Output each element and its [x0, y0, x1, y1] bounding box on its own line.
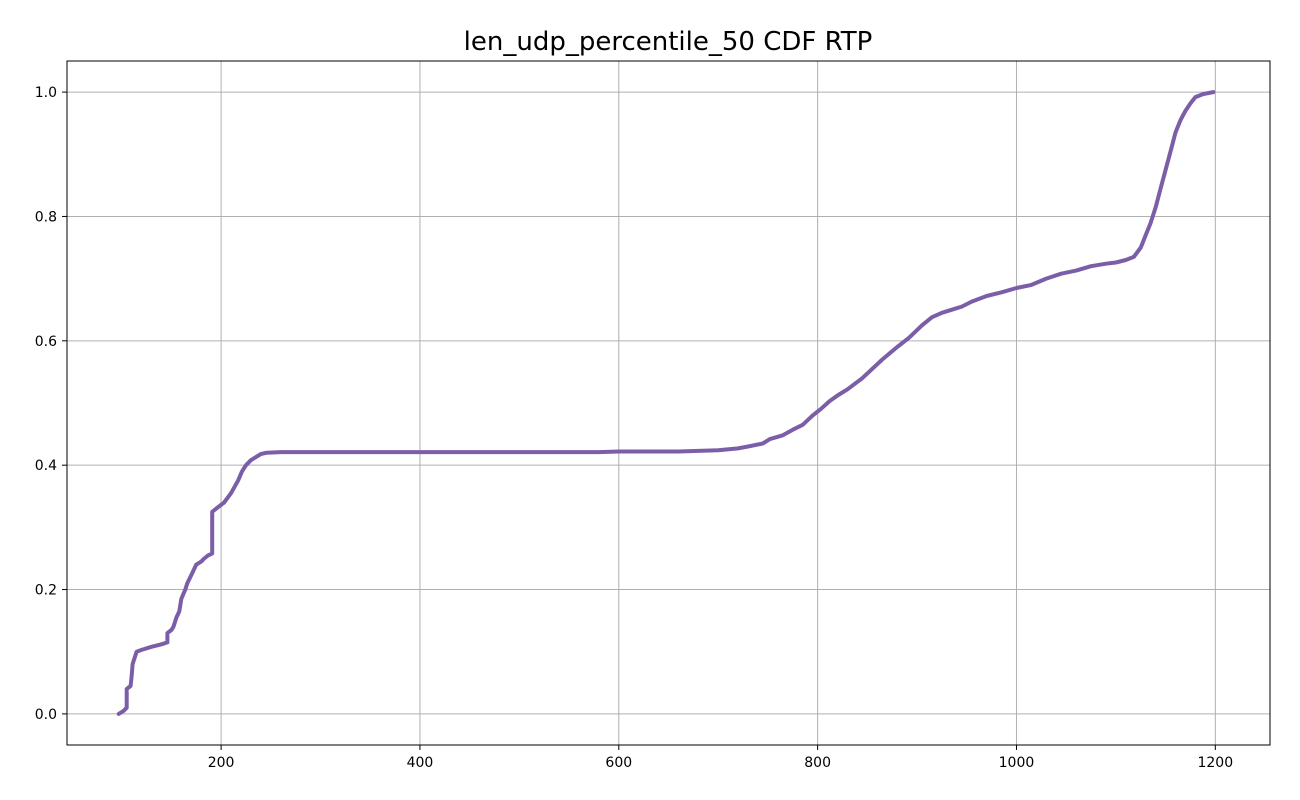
grid-lines [67, 61, 1270, 745]
plot-frame [66, 60, 1271, 746]
y-tick-label: 0.0 [35, 707, 57, 723]
y-tick-label: 0.2 [35, 583, 57, 599]
x-tick-label: 1000 [999, 755, 1035, 771]
x-tick-label: 400 [407, 755, 434, 771]
x-tick-label: 800 [804, 755, 831, 771]
x-tick-label: 1200 [1197, 755, 1233, 771]
tick-labels: 200 400 600 800 1000 1200 0.0 0.2 0.4 0.6 0.8 1.0 [35, 85, 1233, 771]
y-tick-label: 0.8 [35, 209, 57, 225]
y-tick-label: 0.6 [35, 334, 57, 350]
x-tick-label: 200 [208, 755, 235, 771]
chart-title: len_udp_percentile_50 CDF RTP [464, 27, 873, 57]
x-tick-label: 600 [605, 755, 632, 771]
cdf-line [116, 90, 1216, 716]
y-tick-label: 1.0 [35, 85, 57, 101]
axes [62, 91, 1216, 750]
y-tick-label: 0.4 [35, 458, 57, 474]
series-group [116, 90, 1216, 716]
